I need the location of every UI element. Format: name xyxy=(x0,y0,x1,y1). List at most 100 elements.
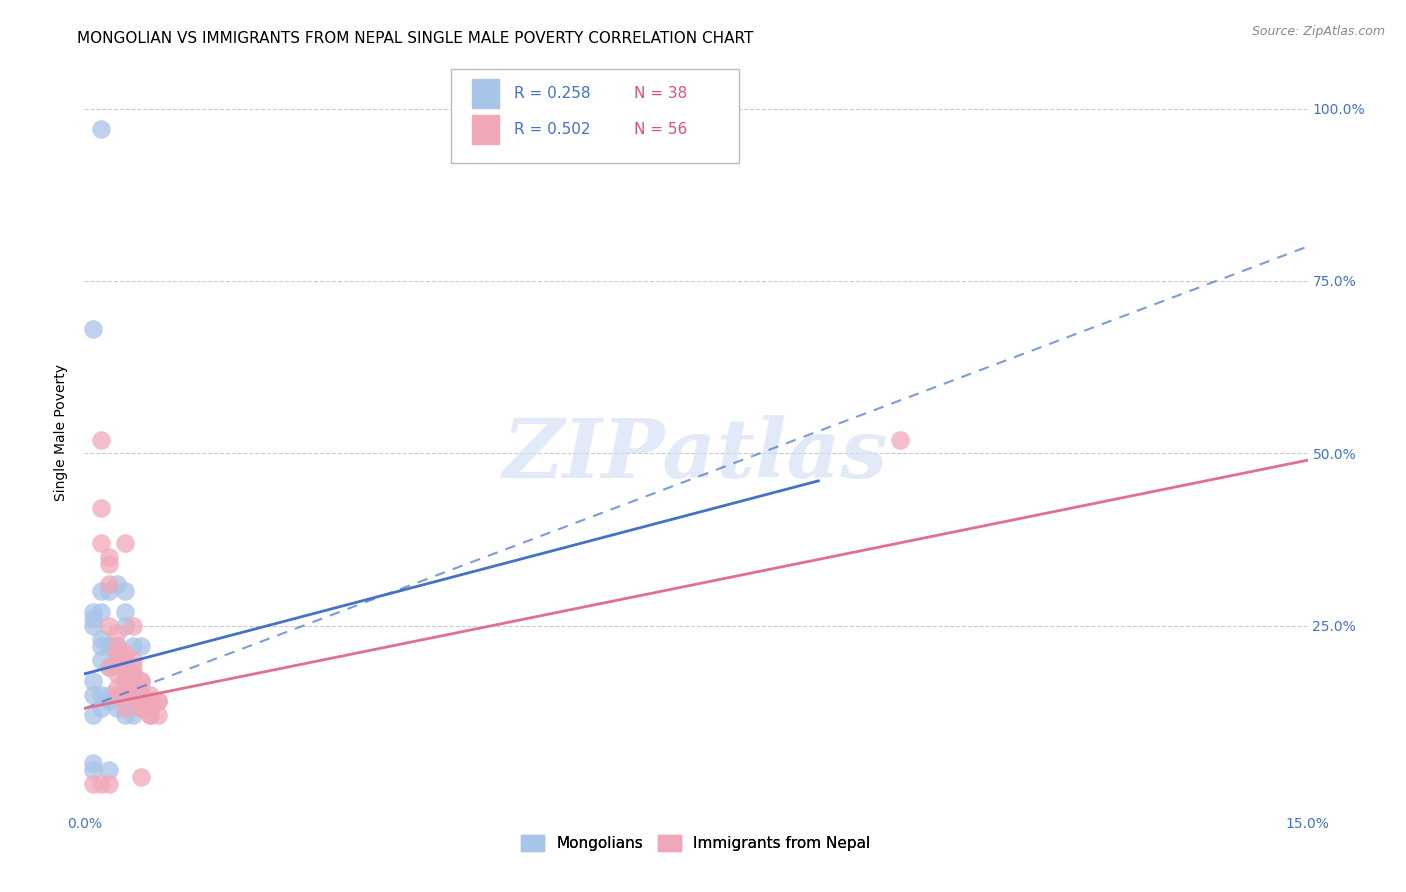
Point xyxy=(97,777,120,791)
Point xyxy=(90,584,112,599)
Point xyxy=(131,770,153,784)
Point xyxy=(97,577,120,591)
Point xyxy=(146,694,169,708)
Point xyxy=(138,701,160,715)
Point xyxy=(82,673,104,688)
Point xyxy=(114,694,136,708)
Point xyxy=(122,688,145,702)
Point xyxy=(122,681,145,695)
Point xyxy=(97,618,120,632)
Text: MONGOLIAN VS IMMIGRANTS FROM NEPAL SINGLE MALE POVERTY CORRELATION CHART: MONGOLIAN VS IMMIGRANTS FROM NEPAL SINGL… xyxy=(77,31,754,46)
Y-axis label: Single Male Poverty: Single Male Poverty xyxy=(55,364,69,501)
Point xyxy=(131,701,153,715)
Point xyxy=(97,660,120,674)
Point xyxy=(82,708,104,723)
Point xyxy=(138,694,160,708)
Text: ZIPatlas: ZIPatlas xyxy=(503,416,889,495)
Point xyxy=(131,688,153,702)
Point xyxy=(122,708,145,723)
Point xyxy=(105,646,128,660)
Point xyxy=(131,694,153,708)
Point xyxy=(146,708,169,723)
Point xyxy=(90,501,112,516)
FancyBboxPatch shape xyxy=(472,79,499,108)
Point xyxy=(138,708,160,723)
Point xyxy=(105,666,128,681)
Point xyxy=(114,584,136,599)
Point xyxy=(114,701,136,715)
Point xyxy=(131,688,153,702)
Point xyxy=(122,653,145,667)
Point xyxy=(122,666,145,681)
Point xyxy=(97,557,120,571)
Point xyxy=(146,694,169,708)
Point xyxy=(90,433,112,447)
Point xyxy=(105,653,128,667)
Point xyxy=(131,701,153,715)
Point xyxy=(114,646,136,660)
Point xyxy=(114,666,136,681)
Point xyxy=(90,122,112,136)
Point xyxy=(889,433,911,447)
Point xyxy=(82,777,104,791)
Point xyxy=(138,708,160,723)
Point xyxy=(82,764,104,778)
FancyBboxPatch shape xyxy=(451,69,738,163)
Point xyxy=(105,625,128,640)
Text: N = 38: N = 38 xyxy=(634,87,688,101)
Point xyxy=(105,701,128,715)
Point xyxy=(114,618,136,632)
Point xyxy=(122,666,145,681)
Legend: Mongolians, Immigrants from Nepal: Mongolians, Immigrants from Nepal xyxy=(515,829,877,857)
Point xyxy=(122,660,145,674)
Point xyxy=(90,605,112,619)
Point xyxy=(82,612,104,626)
Point xyxy=(97,688,120,702)
Point xyxy=(138,694,160,708)
FancyBboxPatch shape xyxy=(472,115,499,144)
Point xyxy=(105,688,128,702)
Point xyxy=(105,640,128,654)
Text: N = 56: N = 56 xyxy=(634,122,688,136)
Point xyxy=(122,666,145,681)
Point xyxy=(114,673,136,688)
Point xyxy=(82,618,104,632)
Point xyxy=(122,681,145,695)
Point xyxy=(114,536,136,550)
Text: R = 0.502: R = 0.502 xyxy=(513,122,591,136)
Point xyxy=(82,322,104,336)
Point xyxy=(131,673,153,688)
Point xyxy=(82,688,104,702)
Point xyxy=(105,640,128,654)
Point xyxy=(90,701,112,715)
Point xyxy=(90,777,112,791)
Point xyxy=(122,640,145,654)
Text: Source: ZipAtlas.com: Source: ZipAtlas.com xyxy=(1251,25,1385,38)
Point xyxy=(82,756,104,771)
Point xyxy=(114,681,136,695)
Point xyxy=(131,688,153,702)
Point xyxy=(90,640,112,654)
Point xyxy=(90,632,112,647)
Point xyxy=(97,694,120,708)
Point xyxy=(97,584,120,599)
Point xyxy=(97,660,120,674)
Point xyxy=(97,764,120,778)
Point xyxy=(82,605,104,619)
Point xyxy=(138,688,160,702)
Point xyxy=(138,694,160,708)
Point xyxy=(105,577,128,591)
Point xyxy=(97,640,120,654)
Point xyxy=(105,640,128,654)
Point xyxy=(90,536,112,550)
Point xyxy=(122,618,145,632)
Point xyxy=(97,640,120,654)
Point xyxy=(114,660,136,674)
Point xyxy=(122,688,145,702)
Point xyxy=(90,688,112,702)
Point xyxy=(105,681,128,695)
Point xyxy=(114,605,136,619)
Point xyxy=(105,646,128,660)
Text: R = 0.258: R = 0.258 xyxy=(513,87,591,101)
Point xyxy=(131,681,153,695)
